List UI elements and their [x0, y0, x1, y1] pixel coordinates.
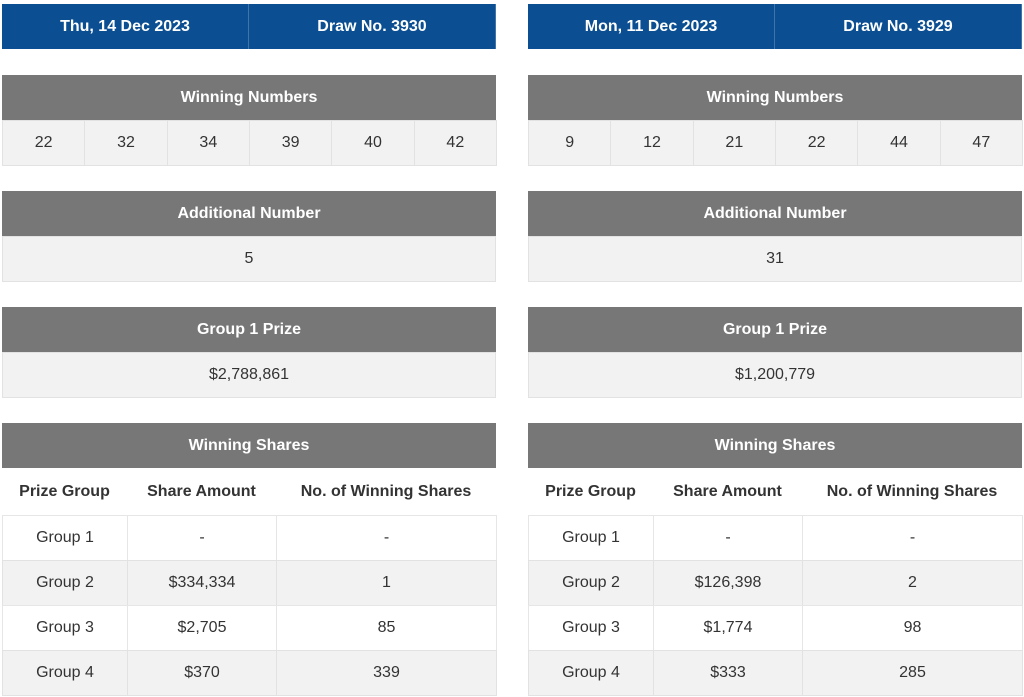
winning-number: 47 [939, 120, 1023, 166]
winning-number: 34 [166, 120, 250, 166]
share-cell: 85 [276, 605, 497, 651]
share-cell: 285 [802, 650, 1023, 696]
section-header: Group 1 Prize [2, 307, 496, 352]
share-cell: $334,334 [127, 560, 277, 606]
section-header: Winning Shares [528, 423, 1022, 468]
column-header: No. of Winning Shares [276, 468, 496, 515]
section-header: Winning Numbers [528, 75, 1022, 120]
share-cell: - [802, 515, 1023, 561]
column-header: No. of Winning Shares [802, 468, 1022, 515]
share-cell: - [653, 515, 803, 561]
share-cell: $333 [653, 650, 803, 696]
share-cell: Group 1 [2, 515, 128, 561]
winning-number: 44 [857, 120, 941, 166]
share-cell: Group 3 [2, 605, 128, 651]
column-header: Share Amount [127, 468, 276, 515]
section-header: Additional Number [528, 191, 1022, 236]
share-cell: Group 4 [528, 650, 654, 696]
share-cell: Group 2 [2, 560, 128, 606]
section-header: Group 1 Prize [528, 307, 1022, 352]
winning-number: 9 [528, 120, 612, 166]
winning-number: 40 [331, 120, 415, 166]
share-cell: 1 [276, 560, 497, 606]
share-cell: - [127, 515, 277, 561]
winning-number: 21 [692, 120, 776, 166]
draw-number: Draw No. 3930 [249, 4, 496, 49]
winning-number: 42 [413, 120, 497, 166]
share-cell: $126,398 [653, 560, 803, 606]
share-cell: Group 4 [2, 650, 128, 696]
group1-prize: $1,200,779 [528, 352, 1022, 398]
column-header: Prize Group [2, 468, 127, 515]
share-cell: 98 [802, 605, 1023, 651]
column-header: Share Amount [653, 468, 802, 515]
winning-number: 12 [610, 120, 694, 166]
winning-number: 22 [775, 120, 859, 166]
share-cell: Group 2 [528, 560, 654, 606]
share-cell: 339 [276, 650, 497, 696]
share-cell: $370 [127, 650, 277, 696]
group1-prize: $2,788,861 [2, 352, 496, 398]
draw-number: Draw No. 3929 [775, 4, 1022, 49]
column-header: Prize Group [528, 468, 653, 515]
draw-date: Mon, 11 Dec 2023 [528, 4, 775, 49]
winning-number: 32 [84, 120, 168, 166]
section-header: Additional Number [2, 191, 496, 236]
share-cell: $1,774 [653, 605, 803, 651]
draw-date: Thu, 14 Dec 2023 [2, 4, 249, 49]
additional-number: 31 [528, 236, 1022, 282]
winning-number: 39 [249, 120, 333, 166]
section-header: Winning Numbers [2, 75, 496, 120]
share-cell: $2,705 [127, 605, 277, 651]
share-cell: - [276, 515, 497, 561]
share-cell: Group 1 [528, 515, 654, 561]
winning-number: 22 [2, 120, 86, 166]
share-cell: 2 [802, 560, 1023, 606]
additional-number: 5 [2, 236, 496, 282]
section-header: Winning Shares [2, 423, 496, 468]
share-cell: Group 3 [528, 605, 654, 651]
